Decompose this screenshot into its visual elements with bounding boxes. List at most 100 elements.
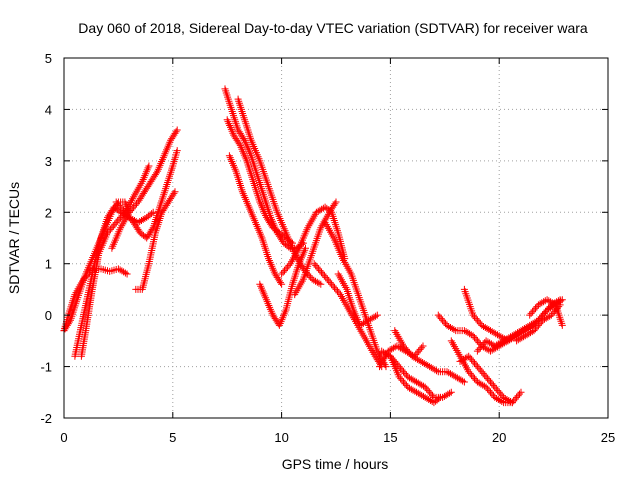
data-point (536, 320, 544, 328)
data-point (302, 244, 309, 252)
data-point (437, 315, 445, 323)
data-point (473, 363, 481, 371)
y-tick-label-4: 2 (45, 205, 52, 220)
data-point (320, 272, 328, 280)
data-point (123, 270, 131, 278)
series-arc-10 (225, 152, 286, 288)
data-point (517, 388, 525, 396)
data-point (533, 323, 541, 331)
data-point (318, 268, 325, 276)
y-tick-label-5: 3 (45, 154, 52, 169)
series-arc-9 (223, 116, 296, 247)
data-point (460, 378, 468, 386)
x-tick-label-2: 10 (274, 430, 288, 445)
data-point (466, 354, 474, 362)
data-point (481, 371, 489, 379)
data-point (418, 344, 426, 352)
data-point (557, 297, 565, 305)
data-point (439, 316, 447, 324)
data-point (472, 335, 480, 343)
series-arc-21 (391, 327, 468, 386)
data-point (479, 340, 487, 348)
series-arc-14 (291, 198, 340, 299)
data-point (117, 213, 125, 221)
data-point (114, 217, 122, 225)
data-point (433, 367, 440, 375)
data-point (398, 376, 406, 384)
series-arc-28 (526, 296, 566, 329)
data-point (532, 325, 539, 333)
data-point (471, 333, 478, 341)
data-points (60, 85, 566, 407)
data-point (108, 224, 116, 232)
data-point (153, 169, 160, 177)
data-point (173, 147, 181, 155)
data-point (469, 311, 477, 319)
data-point (400, 378, 407, 386)
x-tick-label-5: 25 (601, 430, 615, 445)
data-point (171, 188, 179, 196)
data-point (120, 207, 127, 215)
series-arc-3 (71, 203, 157, 360)
data-point (121, 269, 129, 277)
data-point (473, 347, 481, 355)
data-point (310, 260, 318, 268)
chart-title: Day 060 of 2018, Sidereal Day-to-day VTE… (78, 20, 588, 36)
data-point (440, 318, 448, 326)
data-point (427, 390, 435, 398)
data-point (434, 311, 442, 319)
y-tick-label-3: 1 (45, 257, 52, 272)
data-point (111, 220, 119, 228)
data-point (172, 128, 180, 136)
data-point (317, 280, 325, 288)
data-point (488, 380, 496, 388)
data-point (469, 373, 477, 381)
x-tick-label-1: 5 (169, 430, 176, 445)
data-point (487, 388, 494, 396)
data-point (240, 135, 247, 143)
data-point (285, 261, 293, 269)
data-point (472, 361, 480, 369)
data-point (118, 205, 126, 213)
data-point (117, 203, 125, 211)
data-point (282, 265, 290, 273)
data-point (508, 399, 516, 407)
data-point (471, 359, 478, 367)
data-point (149, 208, 157, 216)
series-arc-20 (386, 352, 444, 407)
data-point (382, 363, 390, 371)
data-point (530, 327, 538, 335)
data-point (472, 315, 480, 323)
series-arc-23 (456, 352, 525, 407)
data-point (447, 388, 455, 396)
data-point (487, 378, 494, 386)
data-point (511, 395, 519, 403)
data-point (478, 342, 486, 350)
data-point (395, 373, 403, 381)
data-point (485, 376, 493, 384)
data-point (476, 344, 484, 352)
data-point (471, 375, 478, 383)
data-point (125, 213, 133, 221)
data-point (419, 342, 427, 350)
data-point (281, 267, 288, 275)
x-tick-label-4: 20 (492, 430, 506, 445)
data-point (319, 270, 327, 278)
data-point (476, 366, 484, 374)
series-arc-11 (234, 95, 325, 288)
data-point (398, 366, 406, 374)
data-point (81, 273, 89, 281)
data-point (529, 308, 537, 316)
data-point (492, 385, 500, 393)
data-point (334, 287, 341, 295)
x-axis-label: GPS time / hours (282, 456, 389, 472)
data-point (173, 126, 181, 134)
data-point (326, 279, 334, 287)
data-point (328, 280, 336, 288)
data-point (473, 337, 481, 345)
data-point (401, 344, 409, 352)
data-point (315, 265, 323, 273)
data-point (278, 280, 286, 288)
series-arc-12 (256, 244, 309, 329)
